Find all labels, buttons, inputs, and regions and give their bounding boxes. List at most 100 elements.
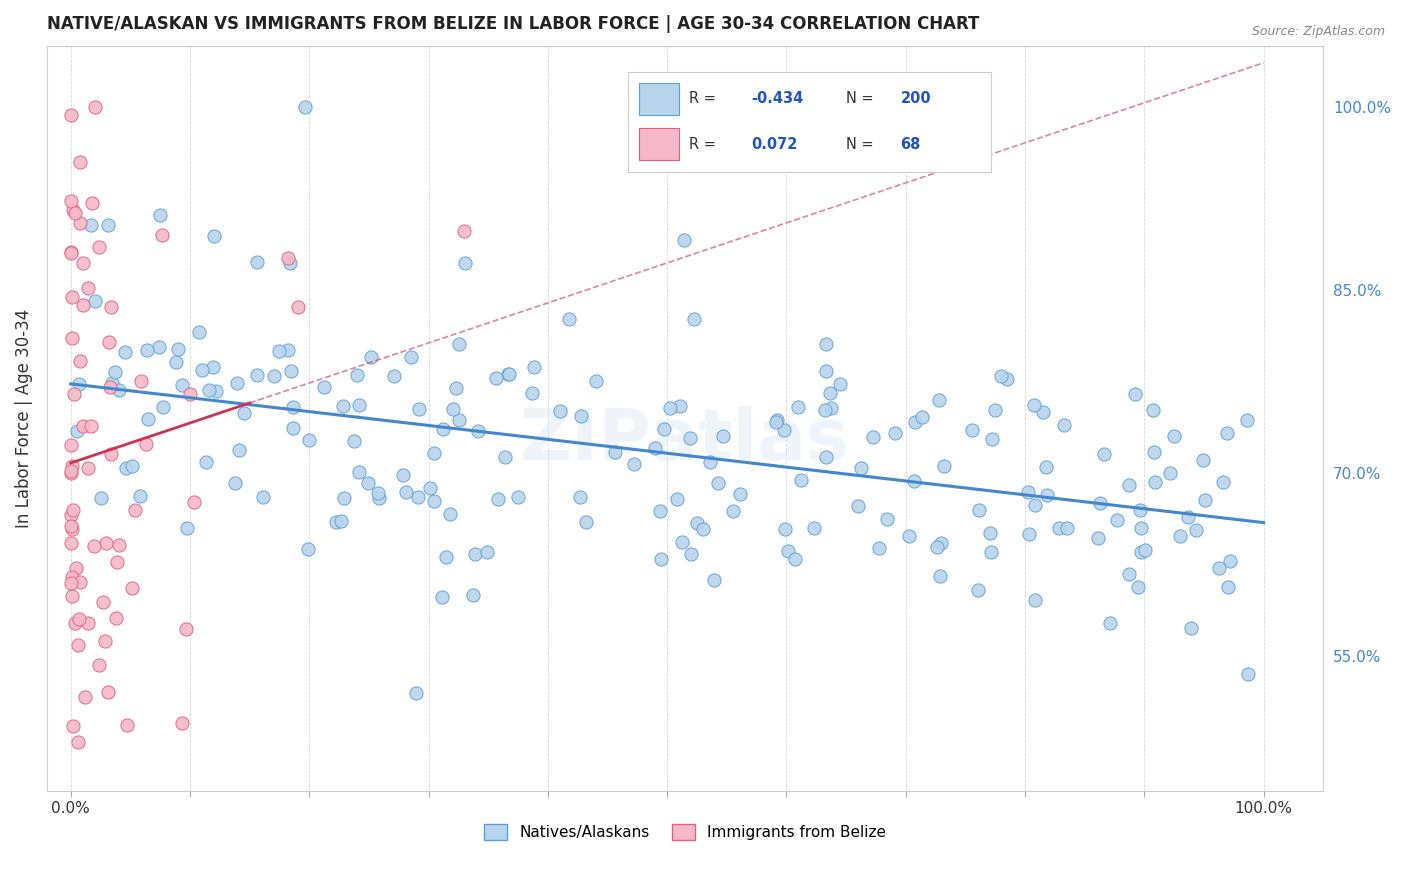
Point xyxy=(603,444,626,458)
Point xyxy=(814,450,837,465)
Point xyxy=(898,529,921,543)
Legend: Natives/Alaskans, Immigrants from Belize: Natives/Alaskans, Immigrants from Belize xyxy=(478,818,893,847)
Point xyxy=(1129,521,1152,535)
Point xyxy=(392,467,415,482)
Point xyxy=(69,354,91,368)
Point xyxy=(803,521,825,535)
Point xyxy=(60,576,83,591)
Point xyxy=(671,534,693,549)
Point xyxy=(172,716,194,731)
Point xyxy=(494,450,516,465)
Point xyxy=(77,281,100,295)
Point xyxy=(67,638,90,652)
Point xyxy=(439,507,461,521)
Point xyxy=(569,491,592,505)
Point xyxy=(995,372,1018,386)
Point xyxy=(681,547,703,561)
Point xyxy=(1024,499,1046,513)
Point xyxy=(815,364,838,378)
Point xyxy=(1237,667,1260,681)
Point xyxy=(332,491,354,505)
Point xyxy=(789,473,811,487)
Point xyxy=(59,438,82,452)
Point xyxy=(1208,560,1230,574)
Point xyxy=(205,384,228,399)
Point xyxy=(343,434,366,449)
Point xyxy=(884,426,907,441)
Point xyxy=(87,657,110,672)
Point xyxy=(557,312,579,326)
Point xyxy=(434,549,457,564)
Point xyxy=(644,441,666,455)
Point xyxy=(408,401,430,416)
Point xyxy=(575,515,598,529)
Point xyxy=(395,485,418,500)
Point xyxy=(121,459,143,474)
Point xyxy=(67,612,90,626)
Point xyxy=(224,476,246,491)
Point xyxy=(149,208,172,222)
Point xyxy=(1090,496,1112,510)
Point xyxy=(121,581,143,595)
Point xyxy=(60,535,83,549)
Point xyxy=(1087,531,1109,545)
Point xyxy=(152,401,174,415)
Point xyxy=(960,423,983,437)
Point xyxy=(115,718,138,732)
Point xyxy=(1180,621,1202,635)
Point xyxy=(721,504,744,518)
Point xyxy=(228,443,250,458)
Point xyxy=(167,342,190,356)
Point xyxy=(1024,593,1046,607)
Point xyxy=(91,595,114,609)
Point xyxy=(62,387,84,401)
Point xyxy=(464,548,486,562)
Point xyxy=(100,300,122,314)
Point xyxy=(1168,529,1191,543)
Point xyxy=(59,466,82,480)
Point xyxy=(357,475,380,490)
Point xyxy=(198,383,221,397)
Point xyxy=(349,398,371,412)
Point xyxy=(669,400,692,414)
Point xyxy=(67,377,90,392)
Point xyxy=(82,195,104,210)
Point xyxy=(1118,566,1140,581)
Point xyxy=(441,401,464,416)
Point xyxy=(294,100,316,114)
Point xyxy=(65,206,87,220)
Point xyxy=(267,344,290,359)
Point xyxy=(108,383,131,397)
Point xyxy=(60,331,83,345)
Point xyxy=(129,374,152,388)
Point xyxy=(903,474,925,488)
Point xyxy=(678,431,700,445)
Point xyxy=(384,368,406,383)
Point xyxy=(477,545,499,559)
Point xyxy=(814,403,837,417)
Point xyxy=(195,455,218,469)
Point xyxy=(849,460,872,475)
Point xyxy=(97,685,120,699)
Point xyxy=(419,481,441,495)
Point xyxy=(66,735,89,749)
Point xyxy=(114,345,136,359)
Point xyxy=(786,401,808,415)
Point xyxy=(104,365,127,379)
Point xyxy=(862,430,884,444)
Point xyxy=(1159,466,1181,480)
Point xyxy=(183,495,205,509)
Point xyxy=(69,574,91,589)
Point xyxy=(202,228,225,243)
Point xyxy=(506,490,529,504)
Point xyxy=(252,490,274,504)
Point xyxy=(188,326,211,340)
Point xyxy=(79,219,101,233)
Point xyxy=(79,419,101,434)
Point xyxy=(226,376,249,391)
Point xyxy=(699,455,721,469)
Point xyxy=(72,419,94,434)
Point xyxy=(1143,445,1166,459)
Point xyxy=(65,561,87,575)
Point xyxy=(815,337,838,351)
